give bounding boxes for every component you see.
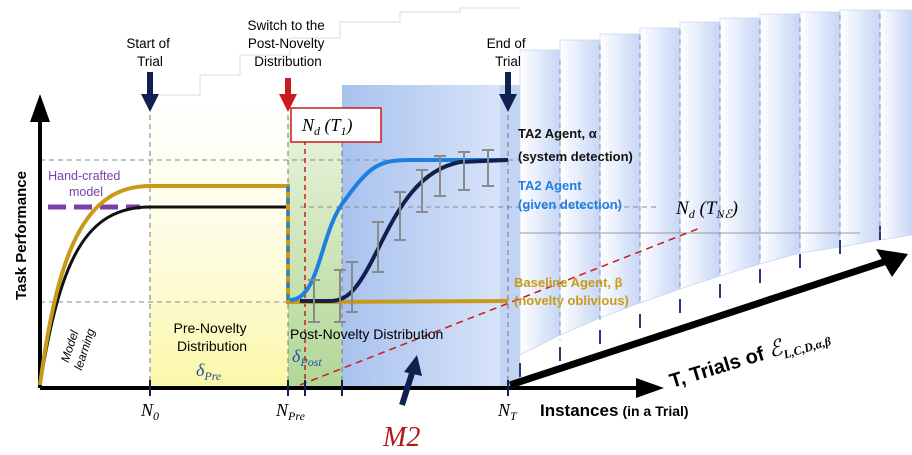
model-learning-label: Model learning [57, 322, 98, 372]
y-axis-label: Task Performance [13, 171, 30, 300]
x-axis-arrowhead [636, 378, 664, 398]
switch-arrow [279, 78, 297, 112]
nt-tick-label: NT [497, 400, 518, 423]
y-axis-arrowhead [30, 94, 50, 122]
x-axis-label: Instances (in a Trial) [540, 401, 689, 420]
post-novelty-label: Post-Novelty Distribution [290, 326, 443, 342]
m2-label: M2 [382, 422, 420, 453]
depth-axis-label: T, Trials of ℰL,C,D,α,β [666, 320, 833, 395]
switch-label: Switch to the Post-Novelty Distribution [247, 18, 328, 69]
panel-steps [160, 8, 520, 95]
start-of-trial-label: Start of Trial [126, 36, 173, 69]
n0-tick-label: N0 [140, 400, 159, 423]
start-arrow [141, 72, 159, 112]
npre-tick-label: NPre [275, 400, 306, 423]
